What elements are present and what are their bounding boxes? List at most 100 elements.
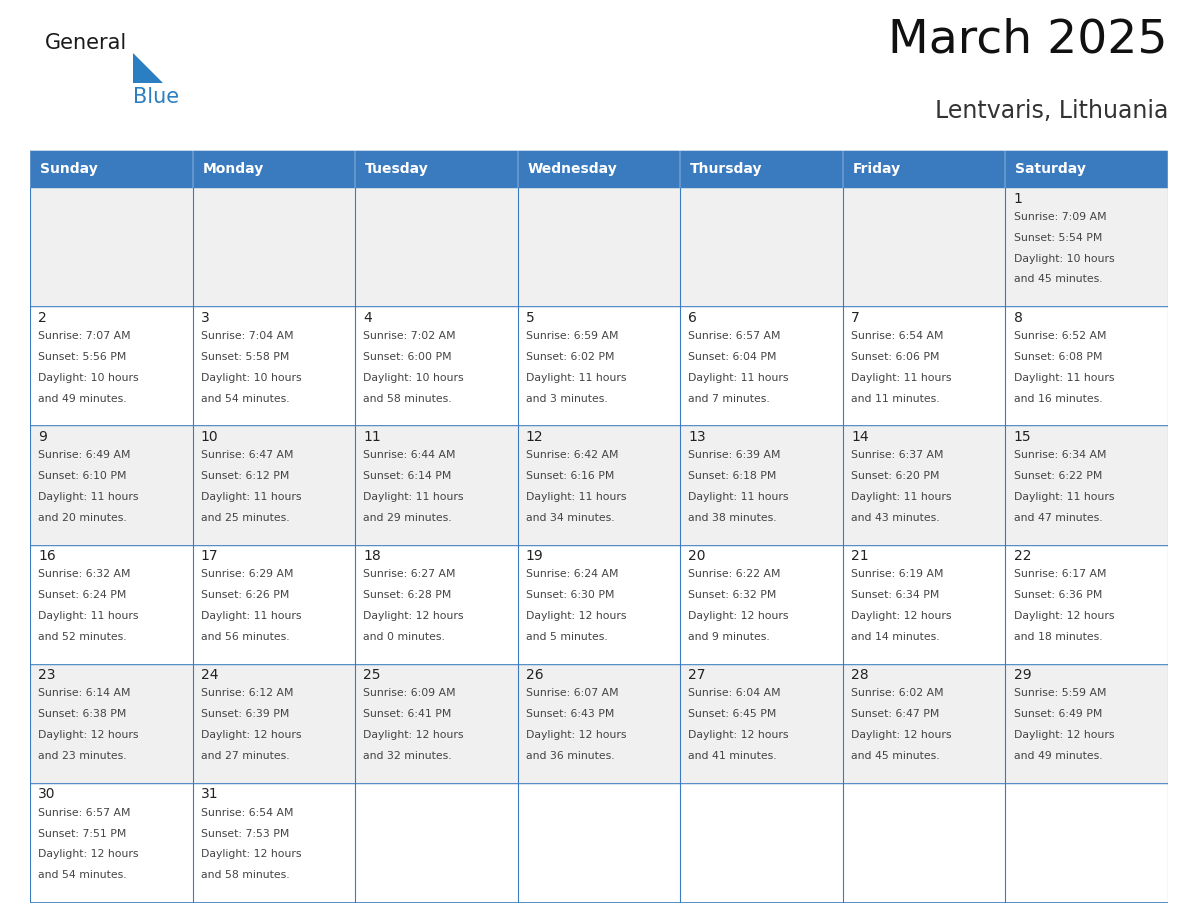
Text: 29: 29: [1013, 668, 1031, 682]
Text: and 18 minutes.: and 18 minutes.: [1013, 632, 1102, 642]
Text: Sunset: 6:08 PM: Sunset: 6:08 PM: [1013, 352, 1102, 362]
Text: 4: 4: [364, 310, 372, 325]
Text: Sunrise: 6:57 AM: Sunrise: 6:57 AM: [688, 331, 781, 341]
Text: Daylight: 12 hours: Daylight: 12 hours: [526, 730, 626, 740]
Text: Daylight: 11 hours: Daylight: 11 hours: [201, 611, 302, 621]
Text: Sunset: 6:18 PM: Sunset: 6:18 PM: [688, 471, 777, 481]
Text: 2: 2: [38, 310, 46, 325]
Text: Sunset: 6:38 PM: Sunset: 6:38 PM: [38, 710, 126, 720]
Text: Daylight: 12 hours: Daylight: 12 hours: [1013, 730, 1114, 740]
Text: and 54 minutes.: and 54 minutes.: [201, 394, 290, 404]
Text: Daylight: 11 hours: Daylight: 11 hours: [851, 373, 952, 383]
Text: Sunset: 6:14 PM: Sunset: 6:14 PM: [364, 471, 451, 481]
Text: Sunrise: 6:04 AM: Sunrise: 6:04 AM: [688, 688, 781, 699]
Text: 17: 17: [201, 549, 219, 563]
Text: Daylight: 12 hours: Daylight: 12 hours: [851, 611, 952, 621]
Text: 16: 16: [38, 549, 56, 563]
Text: Daylight: 12 hours: Daylight: 12 hours: [688, 611, 789, 621]
Text: Daylight: 11 hours: Daylight: 11 hours: [38, 611, 139, 621]
Text: and 20 minutes.: and 20 minutes.: [38, 513, 127, 522]
Text: Daylight: 11 hours: Daylight: 11 hours: [201, 492, 302, 502]
Text: and 27 minutes.: and 27 minutes.: [201, 751, 290, 761]
Text: 23: 23: [38, 668, 56, 682]
Text: 1: 1: [1013, 192, 1023, 206]
Text: Sunset: 6:02 PM: Sunset: 6:02 PM: [526, 352, 614, 362]
Text: 25: 25: [364, 668, 381, 682]
Text: 24: 24: [201, 668, 219, 682]
Text: Sunrise: 6:49 AM: Sunrise: 6:49 AM: [38, 450, 131, 460]
Text: Daylight: 12 hours: Daylight: 12 hours: [201, 849, 302, 859]
Text: Tuesday: Tuesday: [365, 162, 429, 176]
Text: and 49 minutes.: and 49 minutes.: [1013, 751, 1102, 761]
Text: Daylight: 12 hours: Daylight: 12 hours: [364, 611, 463, 621]
Text: Daylight: 12 hours: Daylight: 12 hours: [38, 730, 139, 740]
Text: and 36 minutes.: and 36 minutes.: [526, 751, 614, 761]
Text: Sunset: 7:53 PM: Sunset: 7:53 PM: [201, 829, 289, 838]
Text: Sunrise: 6:32 AM: Sunrise: 6:32 AM: [38, 569, 131, 579]
Text: and 49 minutes.: and 49 minutes.: [38, 394, 127, 404]
Text: Sunrise: 5:59 AM: Sunrise: 5:59 AM: [1013, 688, 1106, 699]
Text: and 11 minutes.: and 11 minutes.: [851, 394, 940, 404]
Text: Sunset: 6:49 PM: Sunset: 6:49 PM: [1013, 710, 1102, 720]
Text: Blue: Blue: [133, 87, 179, 107]
Text: Daylight: 11 hours: Daylight: 11 hours: [526, 492, 626, 502]
Text: 31: 31: [201, 788, 219, 801]
Text: Sunrise: 6:24 AM: Sunrise: 6:24 AM: [526, 569, 618, 579]
Text: Daylight: 11 hours: Daylight: 11 hours: [38, 492, 139, 502]
Text: Sunset: 6:00 PM: Sunset: 6:00 PM: [364, 352, 451, 362]
Text: Sunset: 6:36 PM: Sunset: 6:36 PM: [1013, 590, 1102, 600]
Text: General: General: [45, 33, 127, 53]
Text: 28: 28: [851, 668, 868, 682]
Text: Daylight: 11 hours: Daylight: 11 hours: [1013, 373, 1114, 383]
Text: and 3 minutes.: and 3 minutes.: [526, 394, 607, 404]
Text: and 58 minutes.: and 58 minutes.: [364, 394, 451, 404]
Text: Daylight: 12 hours: Daylight: 12 hours: [688, 730, 789, 740]
Text: Daylight: 12 hours: Daylight: 12 hours: [1013, 611, 1114, 621]
Text: Daylight: 10 hours: Daylight: 10 hours: [364, 373, 463, 383]
Text: 15: 15: [1013, 430, 1031, 444]
Text: Daylight: 10 hours: Daylight: 10 hours: [201, 373, 302, 383]
Text: Daylight: 12 hours: Daylight: 12 hours: [526, 611, 626, 621]
Text: Sunset: 6:34 PM: Sunset: 6:34 PM: [851, 590, 940, 600]
Text: Sunset: 6:06 PM: Sunset: 6:06 PM: [851, 352, 940, 362]
Text: Lentvaris, Lithuania: Lentvaris, Lithuania: [935, 99, 1168, 123]
Text: Sunrise: 6:54 AM: Sunrise: 6:54 AM: [851, 331, 943, 341]
Text: Friday: Friday: [853, 162, 901, 176]
Text: and 41 minutes.: and 41 minutes.: [688, 751, 777, 761]
Text: Sunrise: 6:42 AM: Sunrise: 6:42 AM: [526, 450, 618, 460]
Text: 30: 30: [38, 788, 56, 801]
Text: 11: 11: [364, 430, 381, 444]
Text: 18: 18: [364, 549, 381, 563]
Text: Sunset: 6:43 PM: Sunset: 6:43 PM: [526, 710, 614, 720]
Text: and 23 minutes.: and 23 minutes.: [38, 751, 127, 761]
Text: Sunset: 6:16 PM: Sunset: 6:16 PM: [526, 471, 614, 481]
Text: Sunset: 6:20 PM: Sunset: 6:20 PM: [851, 471, 940, 481]
Text: Daylight: 12 hours: Daylight: 12 hours: [851, 730, 952, 740]
Text: Sunrise: 6:27 AM: Sunrise: 6:27 AM: [364, 569, 456, 579]
Text: 20: 20: [688, 549, 706, 563]
Text: 5: 5: [526, 310, 535, 325]
Text: Sunrise: 6:47 AM: Sunrise: 6:47 AM: [201, 450, 293, 460]
Text: 21: 21: [851, 549, 868, 563]
Text: Sunday: Sunday: [39, 162, 97, 176]
Text: Daylight: 11 hours: Daylight: 11 hours: [688, 492, 789, 502]
Text: Sunset: 6:32 PM: Sunset: 6:32 PM: [688, 590, 777, 600]
Text: Daylight: 11 hours: Daylight: 11 hours: [688, 373, 789, 383]
Text: Sunrise: 7:04 AM: Sunrise: 7:04 AM: [201, 331, 293, 341]
Text: Sunset: 6:39 PM: Sunset: 6:39 PM: [201, 710, 289, 720]
Text: and 58 minutes.: and 58 minutes.: [201, 870, 290, 880]
Text: and 0 minutes.: and 0 minutes.: [364, 632, 446, 642]
Text: Sunrise: 7:07 AM: Sunrise: 7:07 AM: [38, 331, 131, 341]
Text: Sunrise: 6:07 AM: Sunrise: 6:07 AM: [526, 688, 619, 699]
Text: Thursday: Thursday: [690, 162, 763, 176]
Text: 26: 26: [526, 668, 543, 682]
Text: Sunrise: 6:19 AM: Sunrise: 6:19 AM: [851, 569, 943, 579]
Text: Daylight: 11 hours: Daylight: 11 hours: [364, 492, 463, 502]
Text: 12: 12: [526, 430, 543, 444]
Text: Sunrise: 6:59 AM: Sunrise: 6:59 AM: [526, 331, 618, 341]
Text: and 9 minutes.: and 9 minutes.: [688, 632, 770, 642]
Text: 3: 3: [201, 310, 209, 325]
Text: Sunrise: 6:29 AM: Sunrise: 6:29 AM: [201, 569, 293, 579]
Text: Sunset: 6:30 PM: Sunset: 6:30 PM: [526, 590, 614, 600]
Text: 13: 13: [688, 430, 706, 444]
